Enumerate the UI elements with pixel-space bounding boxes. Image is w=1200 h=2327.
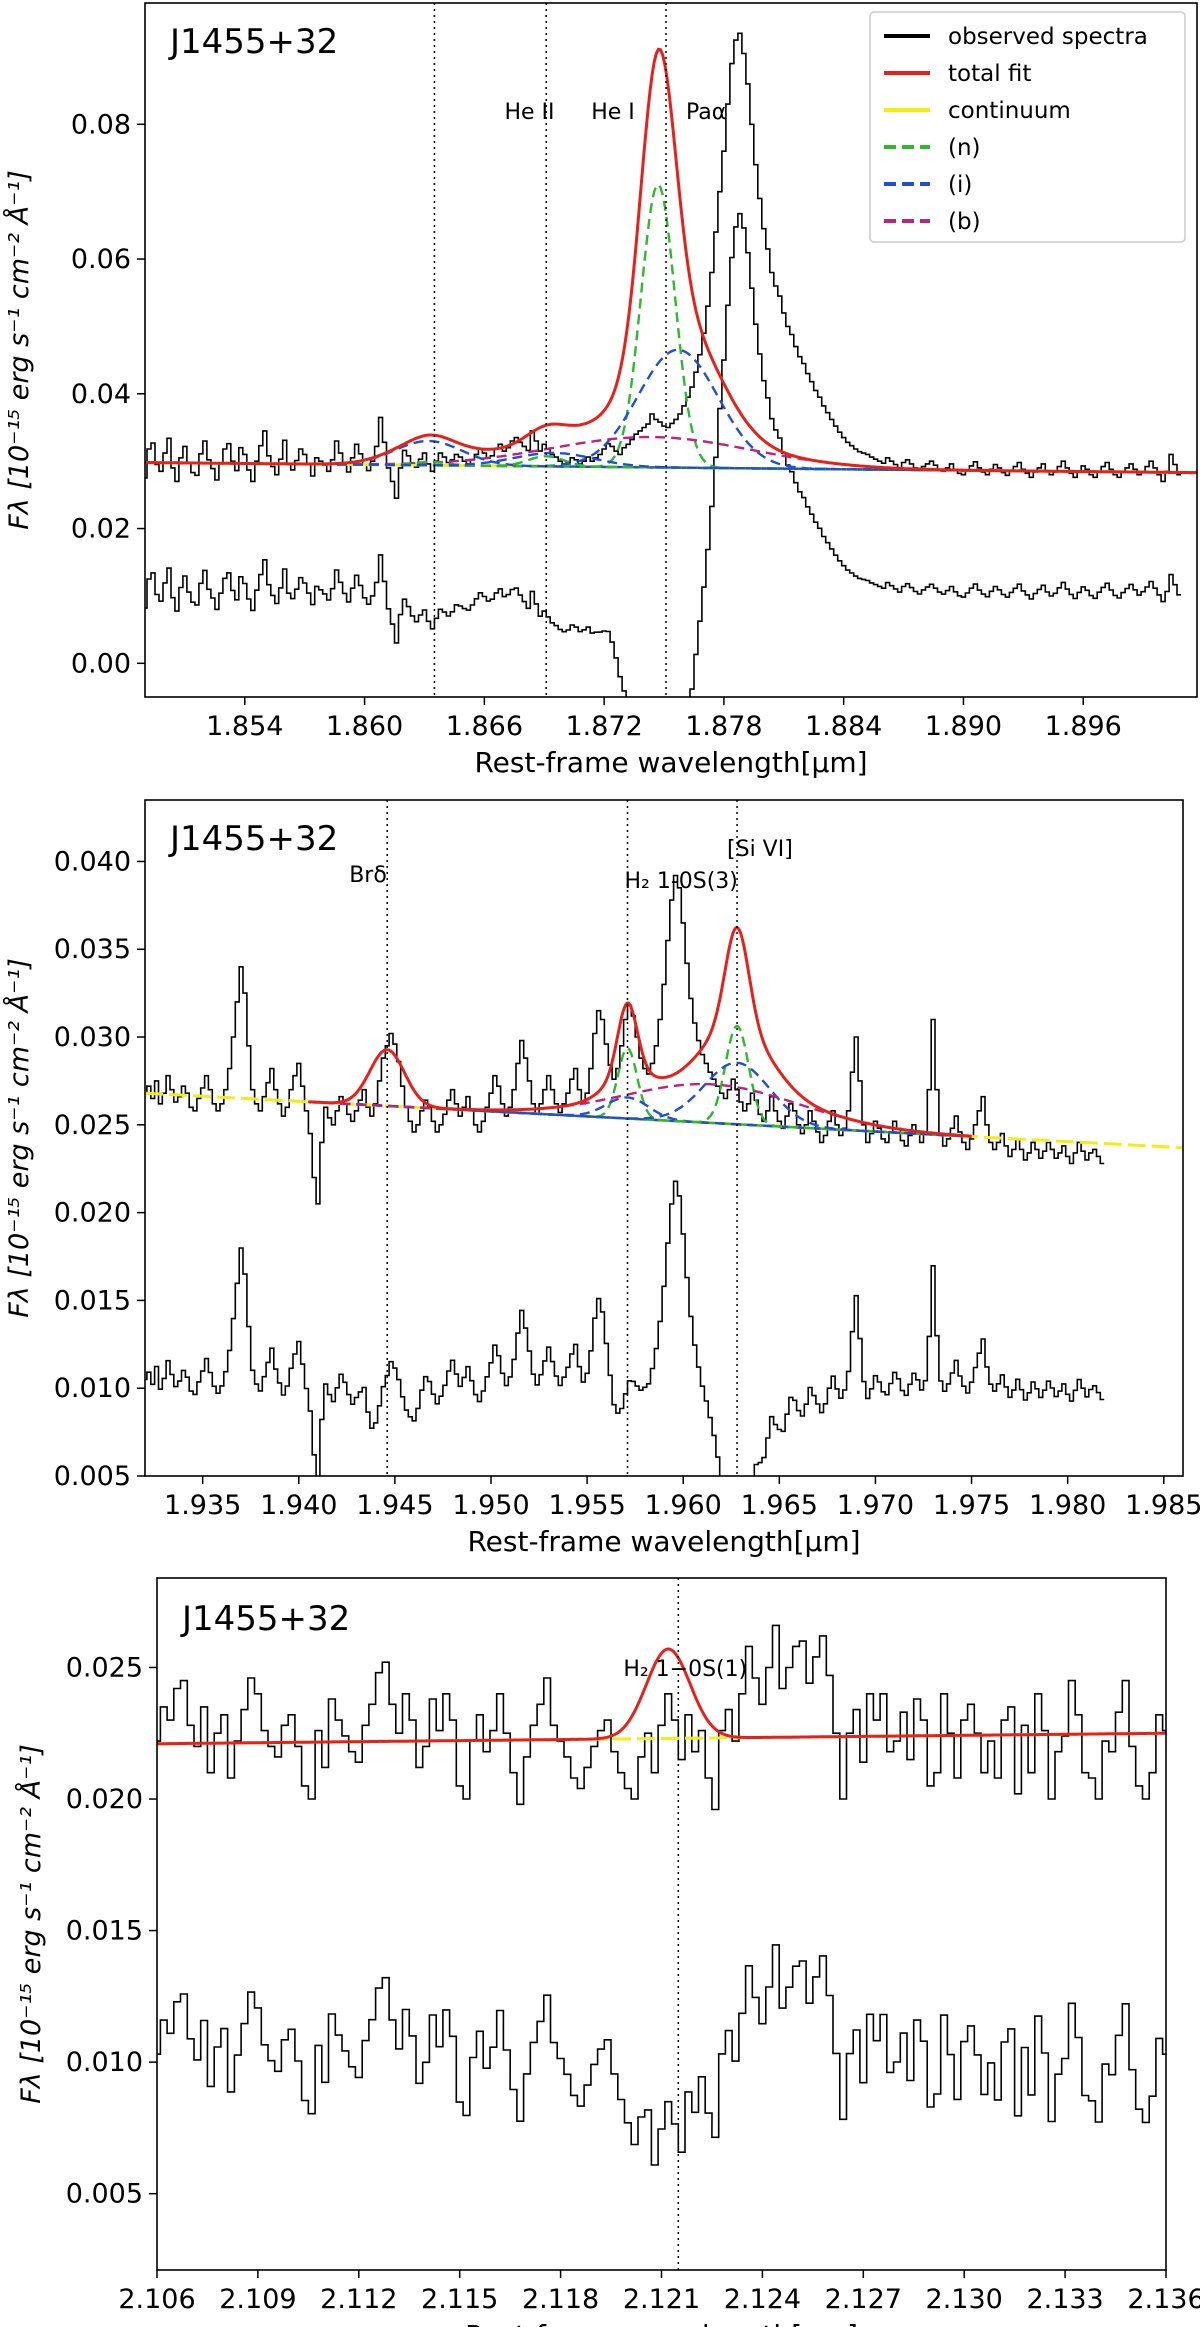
plot-area — [145, 874, 1183, 1476]
series-component-i-1 — [145, 348, 1197, 474]
x-tick-label: 1.878 — [685, 711, 762, 742]
x-tick-label: 1.965 — [741, 1490, 818, 1521]
series-component-i-4 — [308, 1061, 972, 1138]
series-total-fit — [145, 47, 1197, 475]
plot-area — [145, 32, 1197, 697]
legend-box — [869, 11, 1186, 243]
line-label: [Si VI] — [727, 837, 793, 862]
x-tick-label: 2.112 — [320, 2284, 397, 2315]
x-tick-label: 1.945 — [356, 1490, 433, 1521]
y-tick-label: 0.020 — [66, 1784, 143, 1815]
series-total-fit — [308, 925, 972, 1138]
legend-label: total fit — [948, 61, 1031, 87]
line-label: H₂ 1−0S(1) — [623, 1657, 747, 1682]
legend-label: (n) — [948, 135, 981, 161]
x-tick-label: 2.133 — [1026, 2284, 1103, 2315]
y-tick-label: 0.015 — [54, 1285, 131, 1316]
axes-frame — [144, 799, 1184, 1477]
y-axis-label: Fλ [10⁻¹⁵ erg s⁻¹ cm⁻² Å⁻¹] — [3, 958, 35, 1318]
y-tick-label: 0.005 — [54, 1461, 131, 1492]
y-tick-label: 0.035 — [54, 934, 131, 965]
plot-area — [157, 1624, 1166, 2166]
axes-frame — [144, 2, 1198, 698]
x-tick-label: 1.950 — [452, 1490, 529, 1521]
y-tick-label: 0.030 — [54, 1022, 131, 1053]
y-tick-label: 0.010 — [66, 2047, 143, 2078]
x-tick-label: 2.136 — [1127, 2284, 1200, 2315]
x-tick-label: 1.896 — [1045, 711, 1122, 742]
series-residual — [145, 212, 1181, 697]
series-observed-spectra — [157, 1624, 1166, 1811]
line-label: Brδ — [349, 863, 387, 888]
x-tick-label: 1.884 — [805, 711, 882, 742]
x-tick-label: 1.866 — [446, 711, 523, 742]
x-tick-label: 1.872 — [565, 711, 642, 742]
x-tick-label: 2.115 — [421, 2284, 498, 2315]
y-tick-label: 0.00 — [71, 648, 131, 679]
x-tick-label: 1.985 — [1125, 1490, 1200, 1521]
series-component-i-6 — [145, 451, 1197, 474]
series-observed-spectra — [145, 32, 1181, 499]
x-tick-label: 2.109 — [219, 2284, 296, 2315]
y-tick-label: 0.025 — [54, 1110, 131, 1141]
y-axis-label: Fλ [10⁻¹⁵ erg s⁻¹ cm⁻² Å⁻¹] — [3, 170, 35, 530]
y-tick-label: 0.02 — [71, 514, 131, 545]
x-tick-label: 2.127 — [825, 2284, 902, 2315]
x-tick-label: 2.121 — [623, 2284, 700, 2315]
legend-label: (i) — [948, 172, 972, 198]
legend: observed spectra total fit continuum (n) (i)… — [869, 11, 1186, 243]
y-tick-label: 0.015 — [66, 1916, 143, 1947]
x-axis-label: Rest-frame wavelength[μm] — [465, 2319, 858, 2327]
panel-title: J1455+32 — [168, 819, 338, 859]
line-label: He II — [504, 100, 554, 125]
y-axis-label: Fλ [10⁻¹⁵ erg s⁻¹ cm⁻² Å⁻¹] — [15, 1744, 47, 2104]
x-tick-label: 1.960 — [645, 1490, 722, 1521]
series-observed-spectra — [145, 874, 1105, 1205]
x-tick-label: 1.955 — [548, 1490, 625, 1521]
x-tick-label: 1.935 — [164, 1490, 241, 1521]
y-tick-label: 0.04 — [71, 379, 131, 410]
x-axis-label: Rest-frame wavelength[μm] — [467, 1525, 860, 1558]
x-tick-label: 2.118 — [522, 2284, 599, 2315]
series-total-fit — [157, 1647, 1166, 1746]
x-tick-label: 1.854 — [206, 711, 283, 742]
line-label: Paα — [686, 100, 726, 125]
y-tick-label: 0.08 — [71, 109, 131, 140]
legend-label: continuum — [948, 98, 1071, 124]
legend-label: observed spectra — [948, 24, 1148, 50]
x-tick-label: 1.980 — [1029, 1490, 1106, 1521]
x-tick-label: 2.106 — [118, 2284, 195, 2315]
panel-br-delta-h2-sivi: Brδ H₂ 1-0S(3) [Si VI] 1.935 1.940 1.945 1.950… — [3, 799, 1200, 1558]
series-residual — [157, 1944, 1166, 2166]
y-tick-label: 0.005 — [66, 2179, 143, 2210]
y-tick-label: 0.020 — [54, 1198, 131, 1229]
y-tick-label: 0.025 — [66, 1652, 143, 1683]
x-axis-label: Rest-frame wavelength[μm] — [474, 746, 867, 779]
line-label: He I — [591, 100, 635, 125]
x-tick-label: 1.860 — [326, 711, 403, 742]
panel-title: J1455+32 — [168, 22, 338, 62]
y-tick-label: 0.010 — [54, 1373, 131, 1404]
x-tick-label: 1.940 — [260, 1490, 337, 1521]
panel-h2-10s1: H₂ 1−0S(1) 2.106 2.109 2.112 2.115 2.118 2.121… — [15, 1577, 1200, 2327]
y-tick-label: 0.06 — [71, 244, 131, 275]
series-residual — [145, 1180, 1105, 1476]
legend-label: (b) — [948, 209, 981, 235]
x-tick-label: 1.970 — [837, 1490, 914, 1521]
y-tick-label: 0.040 — [54, 846, 131, 877]
line-label: H₂ 1-0S(3) — [624, 869, 737, 894]
x-tick-label: 1.890 — [925, 711, 1002, 742]
x-tick-label: 1.975 — [933, 1490, 1010, 1521]
x-tick-label: 2.124 — [724, 2284, 801, 2315]
x-tick-label: 2.130 — [926, 2284, 1003, 2315]
panel-title: J1455+32 — [180, 1599, 350, 1639]
panel-pa-alpha: He II He I Paα 1.854 1.860 1.866 1.872 1.878 1.8… — [3, 2, 1198, 779]
